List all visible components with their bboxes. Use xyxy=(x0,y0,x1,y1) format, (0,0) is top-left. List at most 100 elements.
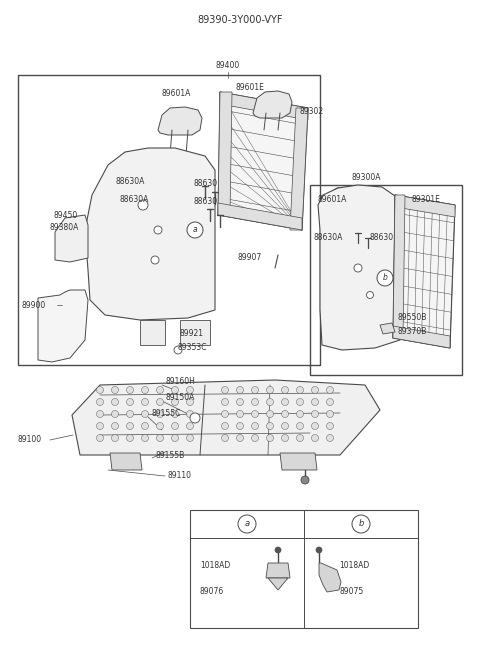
Circle shape xyxy=(96,411,104,417)
Circle shape xyxy=(154,226,162,234)
Polygon shape xyxy=(290,108,308,230)
Circle shape xyxy=(237,434,243,441)
Text: 88630A: 88630A xyxy=(120,195,149,204)
Circle shape xyxy=(312,398,319,405)
Text: 89150A: 89150A xyxy=(165,394,194,403)
Circle shape xyxy=(326,434,334,441)
Circle shape xyxy=(252,386,259,394)
Circle shape xyxy=(127,434,133,441)
Text: 89075: 89075 xyxy=(339,588,363,597)
Circle shape xyxy=(281,434,288,441)
Circle shape xyxy=(312,434,319,441)
Circle shape xyxy=(326,422,334,430)
Circle shape xyxy=(252,422,259,430)
Text: 89907: 89907 xyxy=(238,253,262,263)
Circle shape xyxy=(237,422,243,430)
Polygon shape xyxy=(268,578,288,590)
Text: 89300A: 89300A xyxy=(352,174,382,183)
Circle shape xyxy=(111,434,119,441)
Circle shape xyxy=(252,411,259,417)
Circle shape xyxy=(111,422,119,430)
Text: 1018AD: 1018AD xyxy=(339,561,369,569)
Circle shape xyxy=(266,398,274,405)
Text: b: b xyxy=(358,519,364,529)
Polygon shape xyxy=(393,195,455,348)
Circle shape xyxy=(326,411,334,417)
Circle shape xyxy=(221,386,228,394)
Circle shape xyxy=(237,398,243,405)
Circle shape xyxy=(354,264,362,272)
Circle shape xyxy=(252,434,259,441)
Text: 89110: 89110 xyxy=(168,472,192,481)
Polygon shape xyxy=(253,91,292,118)
Circle shape xyxy=(252,398,259,405)
Circle shape xyxy=(266,386,274,394)
Circle shape xyxy=(171,434,179,441)
Polygon shape xyxy=(72,380,380,455)
Text: 89160H: 89160H xyxy=(165,377,195,386)
Circle shape xyxy=(281,386,288,394)
Text: 89400: 89400 xyxy=(215,60,239,69)
Text: 89550B: 89550B xyxy=(398,314,427,322)
Circle shape xyxy=(111,411,119,417)
Circle shape xyxy=(96,398,104,405)
Text: 89155C: 89155C xyxy=(152,409,181,419)
Polygon shape xyxy=(395,195,455,217)
Circle shape xyxy=(297,411,303,417)
Polygon shape xyxy=(158,107,202,135)
Circle shape xyxy=(96,434,104,441)
Circle shape xyxy=(266,411,274,417)
Circle shape xyxy=(127,386,133,394)
Circle shape xyxy=(142,386,148,394)
Circle shape xyxy=(187,434,193,441)
Bar xyxy=(190,510,418,628)
Text: b: b xyxy=(383,274,387,282)
Circle shape xyxy=(221,411,228,417)
Circle shape xyxy=(127,398,133,405)
Circle shape xyxy=(312,422,319,430)
Polygon shape xyxy=(280,453,317,470)
Circle shape xyxy=(367,291,373,299)
Circle shape xyxy=(281,398,288,405)
Circle shape xyxy=(156,411,164,417)
Circle shape xyxy=(96,386,104,394)
Circle shape xyxy=(142,434,148,441)
Circle shape xyxy=(297,422,303,430)
Circle shape xyxy=(142,398,148,405)
Text: 89302: 89302 xyxy=(300,107,324,117)
Text: a: a xyxy=(244,519,250,529)
Circle shape xyxy=(221,398,228,405)
Text: 89601E: 89601E xyxy=(235,83,264,92)
Circle shape xyxy=(281,411,288,417)
Circle shape xyxy=(312,386,319,394)
Circle shape xyxy=(171,386,179,394)
Circle shape xyxy=(96,422,104,430)
Circle shape xyxy=(151,256,159,264)
Text: 88630: 88630 xyxy=(193,196,217,206)
Circle shape xyxy=(266,434,274,441)
Polygon shape xyxy=(318,185,402,350)
Polygon shape xyxy=(140,320,165,345)
Circle shape xyxy=(156,398,164,405)
Circle shape xyxy=(156,386,164,394)
Circle shape xyxy=(190,413,200,423)
Circle shape xyxy=(171,411,179,417)
Circle shape xyxy=(237,411,243,417)
Text: 89921: 89921 xyxy=(180,329,204,337)
Polygon shape xyxy=(393,195,405,338)
Circle shape xyxy=(156,422,164,430)
Circle shape xyxy=(297,398,303,405)
Text: 88630: 88630 xyxy=(193,179,217,189)
Circle shape xyxy=(138,200,148,210)
Circle shape xyxy=(237,386,243,394)
Circle shape xyxy=(174,346,182,354)
Text: 88630: 88630 xyxy=(370,233,394,242)
Polygon shape xyxy=(325,187,363,210)
Polygon shape xyxy=(38,290,88,362)
Text: 89601A: 89601A xyxy=(162,88,192,98)
Circle shape xyxy=(326,386,334,394)
Circle shape xyxy=(142,411,148,417)
Circle shape xyxy=(187,386,193,394)
Polygon shape xyxy=(110,453,142,470)
Polygon shape xyxy=(85,148,215,320)
